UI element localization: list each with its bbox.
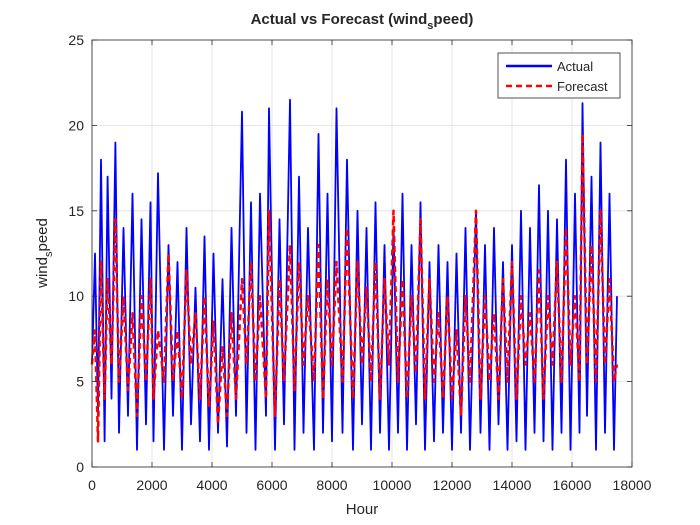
y-tick-label: 20: [68, 117, 84, 133]
x-tick-label: 18000: [613, 477, 652, 493]
series-line-forecast: [90, 132, 619, 443]
x-tick-label: 12000: [433, 477, 472, 493]
y-tick-label: 15: [68, 203, 84, 219]
y-axis-label-main: wind: [34, 257, 51, 289]
chart-title-main: Actual vs Forecast (wind: [251, 11, 428, 28]
legend: Actual Forecast: [497, 52, 621, 99]
x-tick-label: 2000: [136, 477, 167, 493]
legend-label-actual: Actual: [557, 59, 593, 74]
y-axis-label: windspeed: [34, 218, 55, 289]
x-tick-label: 16000: [553, 477, 592, 493]
y-tick-label: 10: [68, 288, 84, 304]
series-lines: [90, 98, 619, 451]
legend-box: [497, 52, 621, 99]
x-axis-ticks: 0 2000 4000 6000 8000 10000 12000 14000 16000 180…: [88, 40, 652, 493]
x-tick-label: 10000: [373, 477, 412, 493]
y-axis-label-tail: peed: [34, 218, 51, 251]
x-tick-label: 8000: [316, 477, 347, 493]
axes-box: [91, 39, 633, 468]
chart-title-tail: peed): [433, 11, 473, 28]
x-tick-label: 4000: [196, 477, 227, 493]
y-tick-label: 0: [76, 459, 84, 475]
y-axis-label-subscript: s: [43, 251, 55, 257]
x-tick-label: 14000: [493, 477, 532, 493]
chart-title: Actual vs Forecast (windspeed): [251, 11, 474, 32]
y-tick-label: 5: [76, 374, 84, 390]
x-tick-label: 6000: [256, 477, 287, 493]
legend-label-forecast: Forecast: [557, 79, 608, 94]
x-axis-label: Hour: [346, 501, 379, 518]
y-tick-label: 25: [68, 32, 84, 48]
x-tick-label: 0: [88, 477, 96, 493]
y-axis-ticks: 0 5 10 15 20 25: [68, 32, 632, 475]
chart-title-subscript: s: [427, 20, 433, 32]
